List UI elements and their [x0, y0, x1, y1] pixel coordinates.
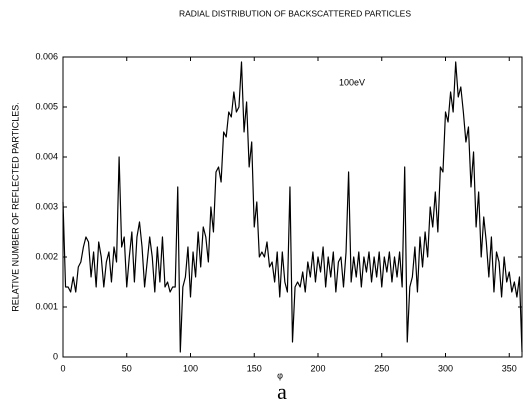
x-axis-label: φ: [277, 370, 283, 380]
y-tick-label: 0: [53, 351, 58, 361]
annotation: 100eV: [339, 77, 365, 87]
y-tick-label: 0.004: [35, 151, 58, 161]
caption: a: [277, 379, 287, 404]
data-line: [62, 61, 523, 353]
y-tick-label: 0.006: [35, 51, 58, 61]
y-tick-label: 0.005: [35, 101, 58, 111]
y-tick-label: 0.002: [35, 251, 58, 261]
y-axis-label: RELATIVE NUMBER OF REFLECTED PARTICLES.: [10, 102, 20, 312]
y-tick-label: 0.003: [35, 201, 58, 211]
x-tick-label: 350: [502, 363, 517, 373]
x-tick-label: 50: [122, 363, 132, 373]
x-tick-label: 150: [247, 363, 262, 373]
chart-title: RADIAL DISTRIBUTION OF BACKSCATTERED PAR…: [179, 8, 411, 18]
x-tick-label: 100: [183, 363, 198, 373]
x-tick-label: 300: [438, 363, 453, 373]
x-tick-label: 200: [310, 363, 325, 373]
x-tick-label: 0: [60, 363, 65, 373]
y-tick-label: 0.001: [35, 301, 58, 311]
x-tick-label: 250: [374, 363, 389, 373]
